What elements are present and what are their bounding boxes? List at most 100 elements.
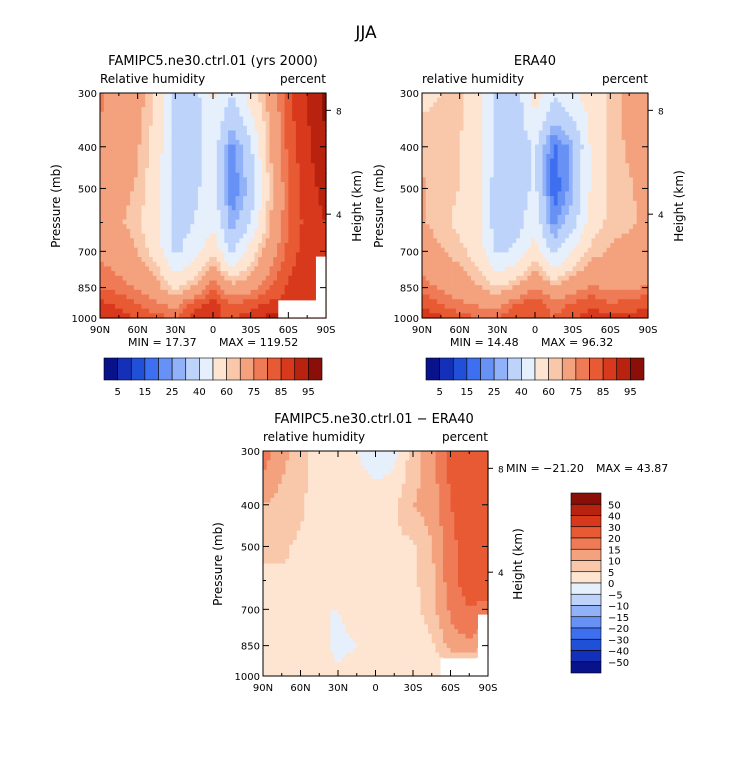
- heatmap-cell: [100, 243, 105, 249]
- heatmap-cell: [228, 271, 233, 277]
- heatmap-cell: [644, 214, 649, 221]
- heatmap-cell: [182, 93, 188, 99]
- heatmap-cell: [512, 233, 517, 239]
- heatmap-cell: [625, 200, 630, 207]
- heatmap-cell: [595, 107, 600, 113]
- heatmap-cell: [201, 224, 207, 230]
- heatmap-cell: [546, 182, 551, 188]
- heatmap-cell: [179, 205, 184, 211]
- heatmap-cell: [160, 233, 165, 239]
- heatmap-cell: [636, 135, 642, 141]
- heatmap-cell: [137, 219, 143, 225]
- heatmap-cell: [455, 196, 461, 202]
- heatmap-cell: [186, 111, 191, 118]
- heatmap-cell: [538, 168, 544, 174]
- heatmap-cell: [235, 233, 240, 239]
- heatmap-cell: [448, 233, 453, 239]
- heatmap-cell: [171, 289, 176, 296]
- heatmap-cell: [130, 233, 135, 239]
- heatmap-cell: [179, 172, 184, 178]
- heatmap-cell: [224, 303, 229, 310]
- heatmap-cell: [303, 121, 308, 127]
- heatmap-cell: [463, 144, 468, 150]
- heatmap-cell: [429, 158, 434, 164]
- heatmap-cell: [463, 93, 468, 99]
- heatmap-cell: [228, 168, 233, 174]
- heatmap-cell: [201, 205, 207, 211]
- heatmap-cell: [542, 238, 547, 244]
- heatmap-cell: [111, 168, 116, 174]
- heatmap-cell: [440, 214, 446, 221]
- heatmap-cell: [254, 116, 259, 122]
- heatmap-cell: [292, 191, 297, 197]
- heatmap-cell: [422, 182, 427, 188]
- heatmap-cell: [284, 149, 289, 155]
- heatmap-cell: [273, 308, 278, 314]
- heatmap-cell: [572, 139, 578, 146]
- heatmap-cell: [455, 210, 461, 216]
- heatmap-cell: [122, 313, 127, 319]
- heatmap-cell: [205, 266, 210, 272]
- heatmap-cell: [568, 228, 574, 235]
- heatmap-cell: [625, 228, 630, 235]
- heatmap-cell: [452, 224, 457, 230]
- heatmap-cell: [126, 163, 131, 169]
- heatmap-cell: [572, 186, 578, 193]
- heatmap-cell: [546, 111, 551, 118]
- heatmap-cell: [118, 294, 124, 300]
- heatmap-cell: [118, 313, 124, 319]
- heatmap-cell: [531, 121, 536, 127]
- heatmap-cell: [197, 182, 203, 188]
- heatmap-cell: [182, 285, 188, 291]
- heatmap-cell: [243, 182, 248, 188]
- heatmap-cell: [561, 196, 566, 202]
- heatmap-cell: [239, 125, 244, 132]
- heatmap-cell: [284, 107, 289, 113]
- heatmap-cell: [314, 116, 320, 122]
- heatmap-cell: [145, 116, 150, 122]
- heatmap-cell: [292, 224, 297, 230]
- heatmap-cell: [444, 186, 449, 193]
- heatmap-cell: [179, 257, 184, 263]
- y2-tick-label: 8: [336, 107, 342, 117]
- heatmap-cell: [508, 205, 513, 211]
- heatmap-cell: [126, 177, 131, 183]
- heatmap-cell: [130, 121, 135, 127]
- heatmap-cell: [243, 299, 248, 305]
- heatmap-cell: [231, 275, 237, 282]
- heatmap-cell: [273, 313, 278, 319]
- heatmap-cell: [201, 247, 207, 253]
- heatmap-cell: [523, 182, 529, 188]
- heatmap-cell: [433, 102, 438, 108]
- heatmap-cell: [508, 172, 513, 178]
- heatmap-cell: [614, 219, 619, 225]
- heatmap-cell: [322, 252, 327, 258]
- heatmap-cell: [118, 130, 124, 136]
- heatmap-cell: [258, 233, 263, 239]
- heatmap-cell: [228, 177, 233, 183]
- heatmap-cell: [587, 224, 593, 230]
- heatmap-cell: [299, 280, 304, 286]
- heatmap-cell: [182, 275, 188, 282]
- heatmap-cell: [277, 210, 282, 216]
- heatmap-cell: [310, 252, 316, 258]
- heatmap-cell: [557, 219, 562, 225]
- heatmap-cell: [141, 289, 146, 296]
- heatmap-cell: [531, 125, 536, 132]
- heatmap-cell: [292, 200, 297, 207]
- heatmap-cell: [137, 107, 143, 113]
- heatmap-cell: [141, 228, 146, 235]
- heatmap-cell: [243, 163, 248, 169]
- heatmap-cell: [209, 121, 214, 127]
- heatmap-cell: [440, 191, 446, 197]
- heatmap-cell: [141, 219, 146, 225]
- heatmap-cell: [497, 243, 502, 249]
- heatmap-cell: [591, 186, 596, 193]
- heatmap-cell: [197, 294, 203, 300]
- heatmap-cell: [239, 102, 244, 108]
- heatmap-cell: [103, 111, 109, 118]
- heatmap-cell: [314, 252, 320, 258]
- heatmap-cell: [118, 158, 124, 164]
- heatmap-cell: [587, 200, 593, 207]
- heatmap-cell: [299, 257, 304, 263]
